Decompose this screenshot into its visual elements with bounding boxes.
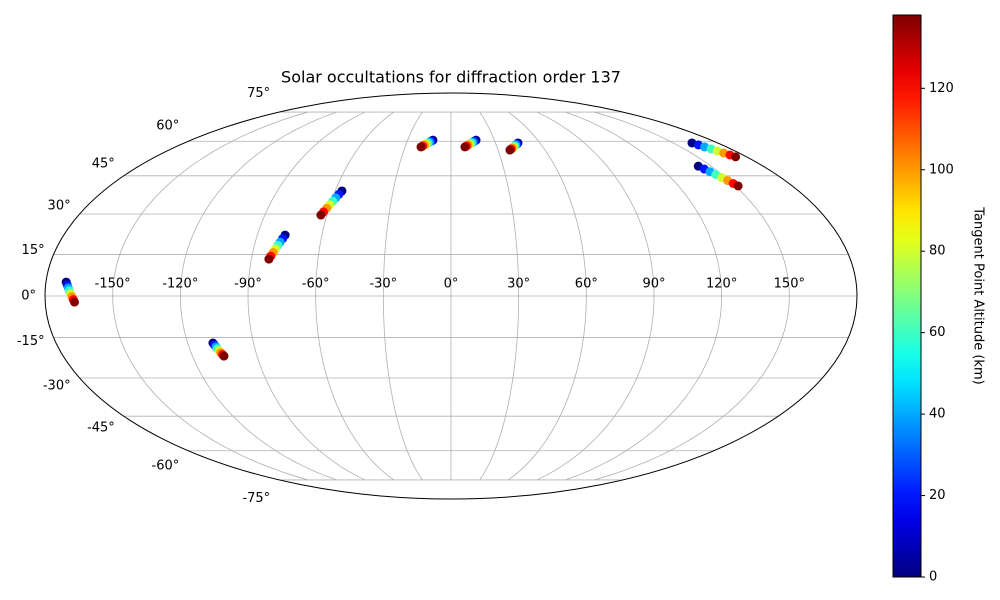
x-tick-label: 120° bbox=[706, 277, 737, 292]
y-tick-label: 30° bbox=[48, 198, 71, 213]
data-point bbox=[460, 142, 470, 152]
colorbar-tick-label: 40 bbox=[929, 407, 946, 422]
data-point bbox=[505, 145, 515, 155]
data-point bbox=[264, 254, 274, 264]
x-tick-label: -60° bbox=[302, 277, 330, 292]
y-tick-label: 15° bbox=[22, 243, 45, 258]
y-tick-label: 60° bbox=[156, 118, 179, 133]
colorbar-tick-label: 0 bbox=[929, 570, 937, 585]
colorbar-tick-label: 60 bbox=[929, 325, 946, 340]
colorbar bbox=[892, 14, 922, 578]
data-point bbox=[733, 181, 743, 191]
y-tick-label: -15° bbox=[17, 334, 45, 349]
grid-line bbox=[594, 111, 790, 481]
y-tick-label: 0° bbox=[21, 289, 36, 304]
data-point bbox=[69, 297, 79, 307]
y-tick-label: -60° bbox=[152, 459, 180, 474]
data-point bbox=[219, 351, 229, 361]
colorbar-tick-label: 20 bbox=[929, 488, 946, 503]
x-tick-label: 90° bbox=[642, 277, 665, 292]
chart-title: Solar occultations for diffraction order… bbox=[281, 68, 621, 87]
y-tick-label: -45° bbox=[87, 421, 115, 436]
x-tick-label: -90° bbox=[234, 277, 262, 292]
grid-line bbox=[565, 111, 723, 481]
grid-line bbox=[382, 111, 423, 481]
y-tick-label: 45° bbox=[92, 156, 115, 171]
grid-line bbox=[112, 111, 308, 481]
grid-line bbox=[508, 111, 587, 481]
y-tick-label: 75° bbox=[247, 86, 270, 101]
x-tick-label: -30° bbox=[369, 277, 397, 292]
colorbar-tick-label: 80 bbox=[929, 244, 946, 259]
grid-line bbox=[179, 111, 337, 481]
grid-line bbox=[536, 111, 655, 481]
data-point bbox=[316, 210, 326, 220]
x-tick-label: -150° bbox=[95, 277, 131, 292]
data-point bbox=[731, 152, 741, 162]
x-tick-label: 30° bbox=[507, 277, 530, 292]
y-tick-label: -75° bbox=[242, 491, 270, 506]
data-point bbox=[416, 142, 426, 152]
x-tick-label: 60° bbox=[575, 277, 598, 292]
colorbar-tick-label: 100 bbox=[929, 162, 954, 177]
x-tick-label: 0° bbox=[444, 277, 459, 292]
colorbar-label: Tangent Point Altitude (km) bbox=[971, 206, 986, 384]
grid-line bbox=[479, 111, 520, 481]
grid-line bbox=[247, 111, 366, 481]
x-tick-label: -120° bbox=[162, 277, 198, 292]
x-tick-label: 150° bbox=[774, 277, 805, 292]
colorbar-tick-label: 120 bbox=[929, 81, 954, 96]
y-tick-label: -30° bbox=[43, 379, 71, 394]
grid-line bbox=[315, 111, 394, 481]
map-outline bbox=[44, 92, 858, 500]
